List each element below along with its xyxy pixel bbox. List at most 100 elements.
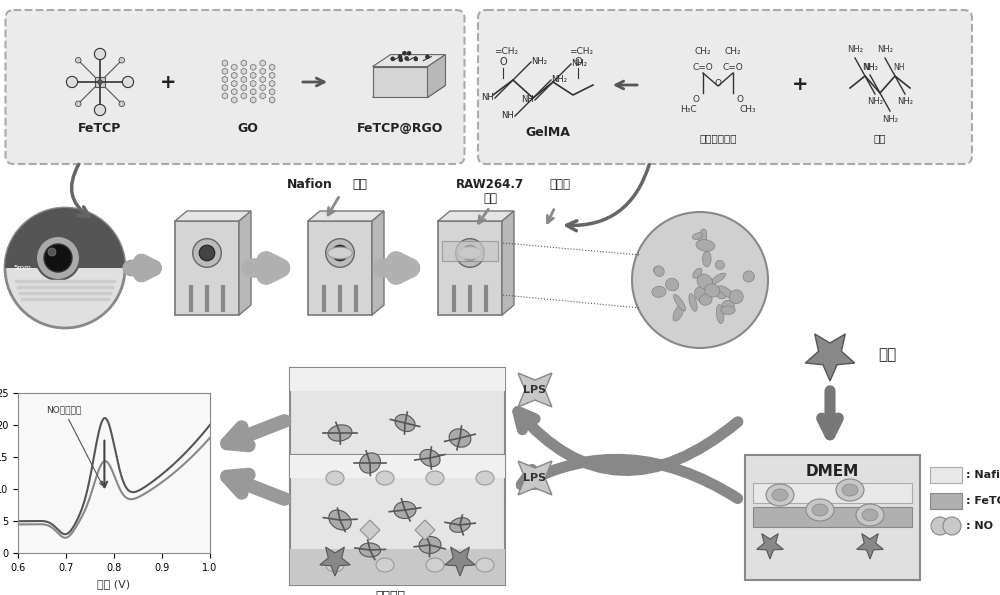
Polygon shape bbox=[415, 520, 435, 540]
Polygon shape bbox=[239, 211, 251, 315]
Circle shape bbox=[75, 58, 81, 63]
FancyBboxPatch shape bbox=[478, 10, 972, 164]
Text: C=O: C=O bbox=[723, 64, 743, 73]
Ellipse shape bbox=[721, 306, 735, 315]
Ellipse shape bbox=[654, 266, 664, 277]
Ellipse shape bbox=[476, 558, 494, 572]
Text: +: + bbox=[160, 73, 176, 92]
FancyBboxPatch shape bbox=[930, 467, 962, 483]
Polygon shape bbox=[372, 67, 428, 98]
Ellipse shape bbox=[674, 295, 686, 311]
Text: : FeTCP@RGO: : FeTCP@RGO bbox=[966, 496, 1000, 506]
Polygon shape bbox=[428, 55, 446, 98]
Polygon shape bbox=[308, 211, 384, 221]
Polygon shape bbox=[438, 221, 502, 315]
Circle shape bbox=[456, 239, 484, 267]
Circle shape bbox=[98, 80, 102, 84]
Text: 5mm: 5mm bbox=[13, 265, 31, 271]
Text: Nafion: Nafion bbox=[287, 178, 333, 192]
Ellipse shape bbox=[326, 558, 344, 572]
Text: O: O bbox=[736, 96, 744, 105]
Circle shape bbox=[122, 76, 134, 87]
Circle shape bbox=[407, 51, 411, 55]
Circle shape bbox=[943, 517, 961, 535]
Text: FeTCP@RGO: FeTCP@RGO bbox=[357, 121, 443, 134]
Text: =CH₂: =CH₂ bbox=[494, 48, 518, 57]
Text: CH₂: CH₂ bbox=[695, 48, 711, 57]
Circle shape bbox=[94, 48, 106, 60]
FancyBboxPatch shape bbox=[290, 455, 505, 585]
Ellipse shape bbox=[710, 273, 726, 284]
Text: NO的峰电流: NO的峰电流 bbox=[46, 405, 103, 486]
Text: NH₂: NH₂ bbox=[551, 76, 567, 84]
Ellipse shape bbox=[722, 300, 734, 311]
Polygon shape bbox=[518, 461, 552, 495]
Ellipse shape bbox=[326, 471, 344, 485]
Ellipse shape bbox=[420, 449, 440, 466]
Polygon shape bbox=[372, 55, 446, 67]
Circle shape bbox=[398, 55, 402, 58]
Circle shape bbox=[402, 51, 406, 55]
Text: NH₂: NH₂ bbox=[897, 98, 913, 107]
Ellipse shape bbox=[654, 267, 662, 275]
Ellipse shape bbox=[836, 479, 864, 501]
Circle shape bbox=[391, 57, 395, 61]
Ellipse shape bbox=[395, 415, 415, 431]
Text: NH₂: NH₂ bbox=[867, 98, 883, 107]
Polygon shape bbox=[502, 211, 514, 315]
FancyBboxPatch shape bbox=[290, 368, 505, 392]
Ellipse shape bbox=[703, 251, 711, 267]
Polygon shape bbox=[372, 211, 384, 315]
Polygon shape bbox=[445, 547, 475, 576]
Circle shape bbox=[332, 245, 348, 261]
Circle shape bbox=[94, 104, 106, 115]
Circle shape bbox=[632, 212, 768, 348]
Ellipse shape bbox=[697, 274, 713, 289]
Ellipse shape bbox=[743, 271, 754, 282]
Text: : NO: : NO bbox=[966, 521, 993, 531]
FancyBboxPatch shape bbox=[290, 462, 505, 498]
Polygon shape bbox=[175, 211, 251, 221]
Text: NH: NH bbox=[481, 93, 493, 102]
Text: NH: NH bbox=[501, 111, 513, 121]
Ellipse shape bbox=[450, 518, 470, 533]
Text: CH₃: CH₃ bbox=[740, 105, 756, 114]
Text: O: O bbox=[574, 57, 582, 67]
Polygon shape bbox=[438, 211, 514, 221]
Text: H₃C: H₃C bbox=[680, 105, 696, 114]
Text: LPS: LPS bbox=[523, 473, 547, 483]
Text: CH₂: CH₂ bbox=[725, 48, 741, 57]
Ellipse shape bbox=[419, 537, 441, 553]
Circle shape bbox=[5, 208, 125, 328]
Polygon shape bbox=[175, 221, 239, 315]
Circle shape bbox=[199, 245, 215, 261]
FancyBboxPatch shape bbox=[753, 483, 912, 503]
Ellipse shape bbox=[718, 286, 734, 298]
Text: O: O bbox=[714, 79, 722, 87]
Ellipse shape bbox=[806, 499, 834, 521]
Ellipse shape bbox=[729, 290, 743, 303]
Text: C=O: C=O bbox=[693, 64, 713, 73]
Ellipse shape bbox=[328, 247, 352, 259]
Polygon shape bbox=[805, 334, 855, 381]
Ellipse shape bbox=[772, 489, 788, 501]
Circle shape bbox=[75, 101, 81, 107]
Text: 明胶: 明胶 bbox=[874, 133, 886, 143]
FancyBboxPatch shape bbox=[6, 10, 464, 164]
Text: NH: NH bbox=[521, 96, 533, 105]
Text: NH₂: NH₂ bbox=[882, 114, 898, 124]
Text: NH₂: NH₂ bbox=[571, 60, 587, 68]
Ellipse shape bbox=[666, 278, 679, 291]
Circle shape bbox=[931, 517, 949, 535]
Text: : Nafion: : Nafion bbox=[966, 470, 1000, 480]
Ellipse shape bbox=[693, 268, 702, 278]
Circle shape bbox=[405, 57, 409, 60]
Text: 农药: 农药 bbox=[878, 347, 896, 362]
FancyBboxPatch shape bbox=[930, 493, 962, 509]
Text: GelMA: GelMA bbox=[526, 126, 570, 139]
Ellipse shape bbox=[705, 284, 720, 297]
Polygon shape bbox=[518, 373, 552, 407]
Text: GO: GO bbox=[238, 121, 258, 134]
Ellipse shape bbox=[652, 286, 666, 298]
Text: LPS: LPS bbox=[523, 385, 547, 395]
